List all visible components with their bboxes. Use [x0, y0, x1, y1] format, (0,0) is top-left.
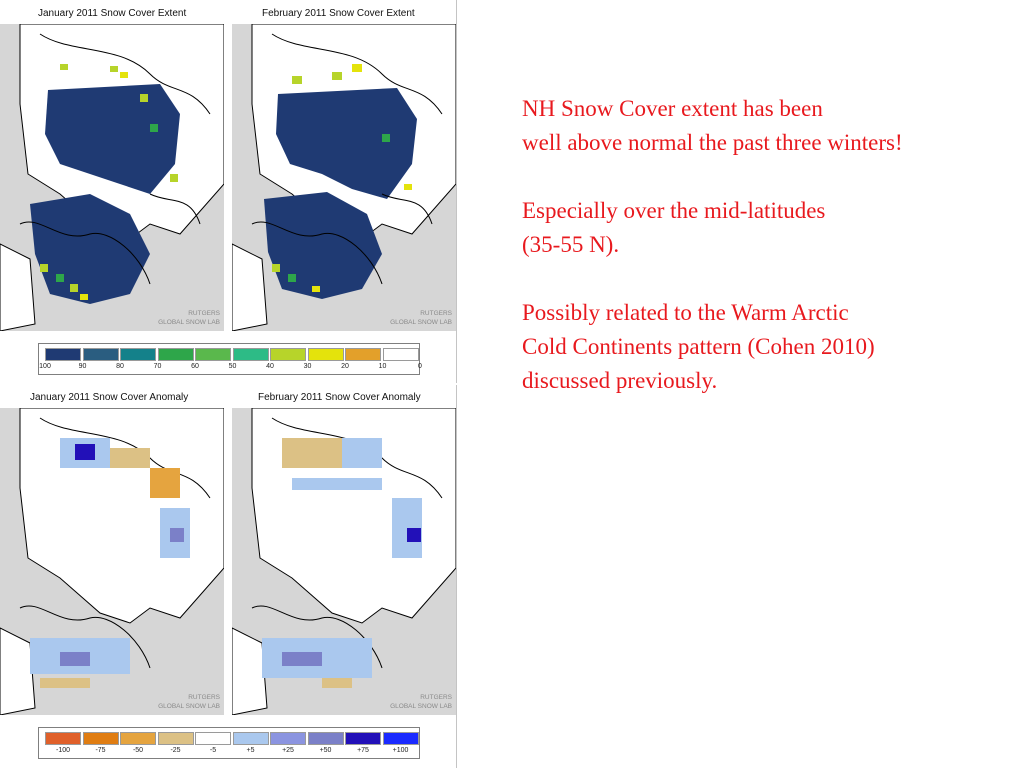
- panel-title-jan-anomaly: January 2011 Snow Cover Anomaly: [30, 392, 189, 403]
- credit-jan-anomaly: RUTGERS GLOBAL SNOW LAB: [158, 693, 220, 711]
- commentary-text: NH Snow Cover extent has been well above…: [522, 92, 1012, 432]
- credit-line-2: GLOBAL SNOW LAB: [390, 703, 452, 710]
- figure-border: [456, 0, 457, 383]
- legend-swatch: [195, 348, 231, 361]
- snow-extent-jan: [30, 84, 180, 304]
- credit-jan-extent: RUTGERS GLOBAL SNOW LAB: [158, 309, 220, 327]
- panel-title-feb-extent: February 2011 Snow Cover Extent: [262, 8, 415, 19]
- legend-tick-label: -75: [95, 747, 106, 754]
- note-line: Cold Continents pattern (Cohen 2010): [522, 334, 875, 359]
- credit-line-2: GLOBAL SNOW LAB: [390, 319, 452, 326]
- legend-swatch: [120, 732, 156, 745]
- legend-tick-label: 70: [153, 363, 162, 370]
- legend-swatch: [232, 732, 269, 745]
- legend-tick-label: -100: [55, 747, 71, 754]
- legend-tick-label: -25: [170, 747, 181, 754]
- snow-fringe-jan: [40, 64, 178, 292]
- note-line: discussed previously.: [522, 368, 718, 393]
- legend-swatch: [120, 348, 156, 361]
- credit-line-2: GLOBAL SNOW LAB: [158, 319, 220, 326]
- legend-tick-label: 0: [418, 363, 422, 370]
- snow-cover-extent-figure: January 2011 Snow Cover Extent February …: [0, 0, 457, 383]
- figure-border: [456, 385, 457, 768]
- legend-swatch: [195, 732, 231, 745]
- legend-tick-label: +5: [246, 747, 255, 754]
- legend-tick-label: +25: [282, 747, 294, 754]
- legend-swatch: [270, 348, 306, 361]
- legend-swatch: [157, 732, 194, 745]
- legend-tick-label: 80: [116, 363, 124, 370]
- extent-legend: 100 90 80 70 60 50 40 30 20 10 0: [38, 343, 422, 375]
- legend-tick-label: 50: [228, 363, 237, 370]
- legend-swatch: [232, 348, 269, 361]
- legend-tick-label: 60: [191, 363, 199, 370]
- legend-swatch: [45, 348, 81, 361]
- legend-swatch: [270, 732, 306, 745]
- note-paragraph-2: Especially over the mid-latitudes (35-55…: [522, 194, 1012, 262]
- legend-tick-label: 10: [378, 363, 387, 370]
- legend-swatch: [82, 348, 119, 361]
- panel-title-feb-anomaly: February 2011 Snow Cover Anomaly: [258, 392, 421, 403]
- map-jan-extent: RUTGERS GLOBAL SNOW LAB: [0, 24, 224, 331]
- legend-swatch: [45, 732, 81, 745]
- map-feb-anomaly: RUTGERS GLOBAL SNOW LAB: [232, 408, 456, 715]
- legend-tick-label: -5: [209, 747, 217, 754]
- credit-line-1: RUTGERS: [420, 694, 452, 701]
- credit-feb-anomaly: RUTGERS GLOBAL SNOW LAB: [390, 693, 452, 711]
- credit-line-1: RUTGERS: [420, 310, 452, 317]
- note-line: (35-55 N).: [522, 232, 620, 257]
- note-line: well above normal the past three winters…: [522, 130, 903, 155]
- legend-tick-label: +75: [357, 747, 369, 754]
- legend-tick-label: -50: [132, 747, 144, 754]
- anomaly-cells-feb: [262, 438, 422, 688]
- legend-tick-label: 40: [266, 363, 274, 370]
- legend-tick-label: 20: [341, 363, 349, 370]
- legend-tick-label: +50: [319, 747, 332, 754]
- legend-swatch: [382, 348, 419, 361]
- legend-swatch: [345, 732, 381, 745]
- panel-title-jan-extent: January 2011 Snow Cover Extent: [38, 8, 187, 19]
- map-jan-anomaly: RUTGERS GLOBAL SNOW LAB: [0, 408, 224, 715]
- credit-line-1: RUTGERS: [188, 310, 220, 317]
- legend-swatch: [157, 348, 194, 361]
- legend-swatch: [307, 348, 344, 361]
- snow-cover-anomaly-figure: January 2011 Snow Cover Anomaly February…: [0, 385, 457, 768]
- snow-extent-feb: [264, 88, 417, 299]
- note-paragraph-3: Possibly related to the Warm Arctic Cold…: [522, 296, 1012, 398]
- credit-line-2: GLOBAL SNOW LAB: [158, 703, 220, 710]
- legend-swatch: [307, 732, 344, 745]
- legend-tick-label: 100: [39, 363, 51, 370]
- credit-feb-extent: RUTGERS GLOBAL SNOW LAB: [390, 309, 452, 327]
- note-paragraph-1: NH Snow Cover extent has been well above…: [522, 92, 1012, 160]
- legend-swatch: [82, 732, 119, 745]
- map-feb-extent: RUTGERS GLOBAL SNOW LAB: [232, 24, 456, 331]
- anomaly-cells-jan: [30, 438, 190, 688]
- legend-tick-label: 90: [78, 363, 87, 370]
- anomaly-legend: -100 -75 -50 -25 -5 +5 +25 +50 +75 +100: [38, 727, 420, 759]
- legend-tick-label: 30: [303, 363, 312, 370]
- note-line: Especially over the mid-latitudes: [522, 198, 826, 223]
- note-line: Possibly related to the Warm Arctic: [522, 300, 849, 325]
- legend-tick-label: +100: [392, 747, 409, 754]
- legend-swatch: [382, 732, 419, 745]
- note-line: NH Snow Cover extent has been: [522, 96, 823, 121]
- legend-swatch: [345, 348, 381, 361]
- credit-line-1: RUTGERS: [188, 694, 220, 701]
